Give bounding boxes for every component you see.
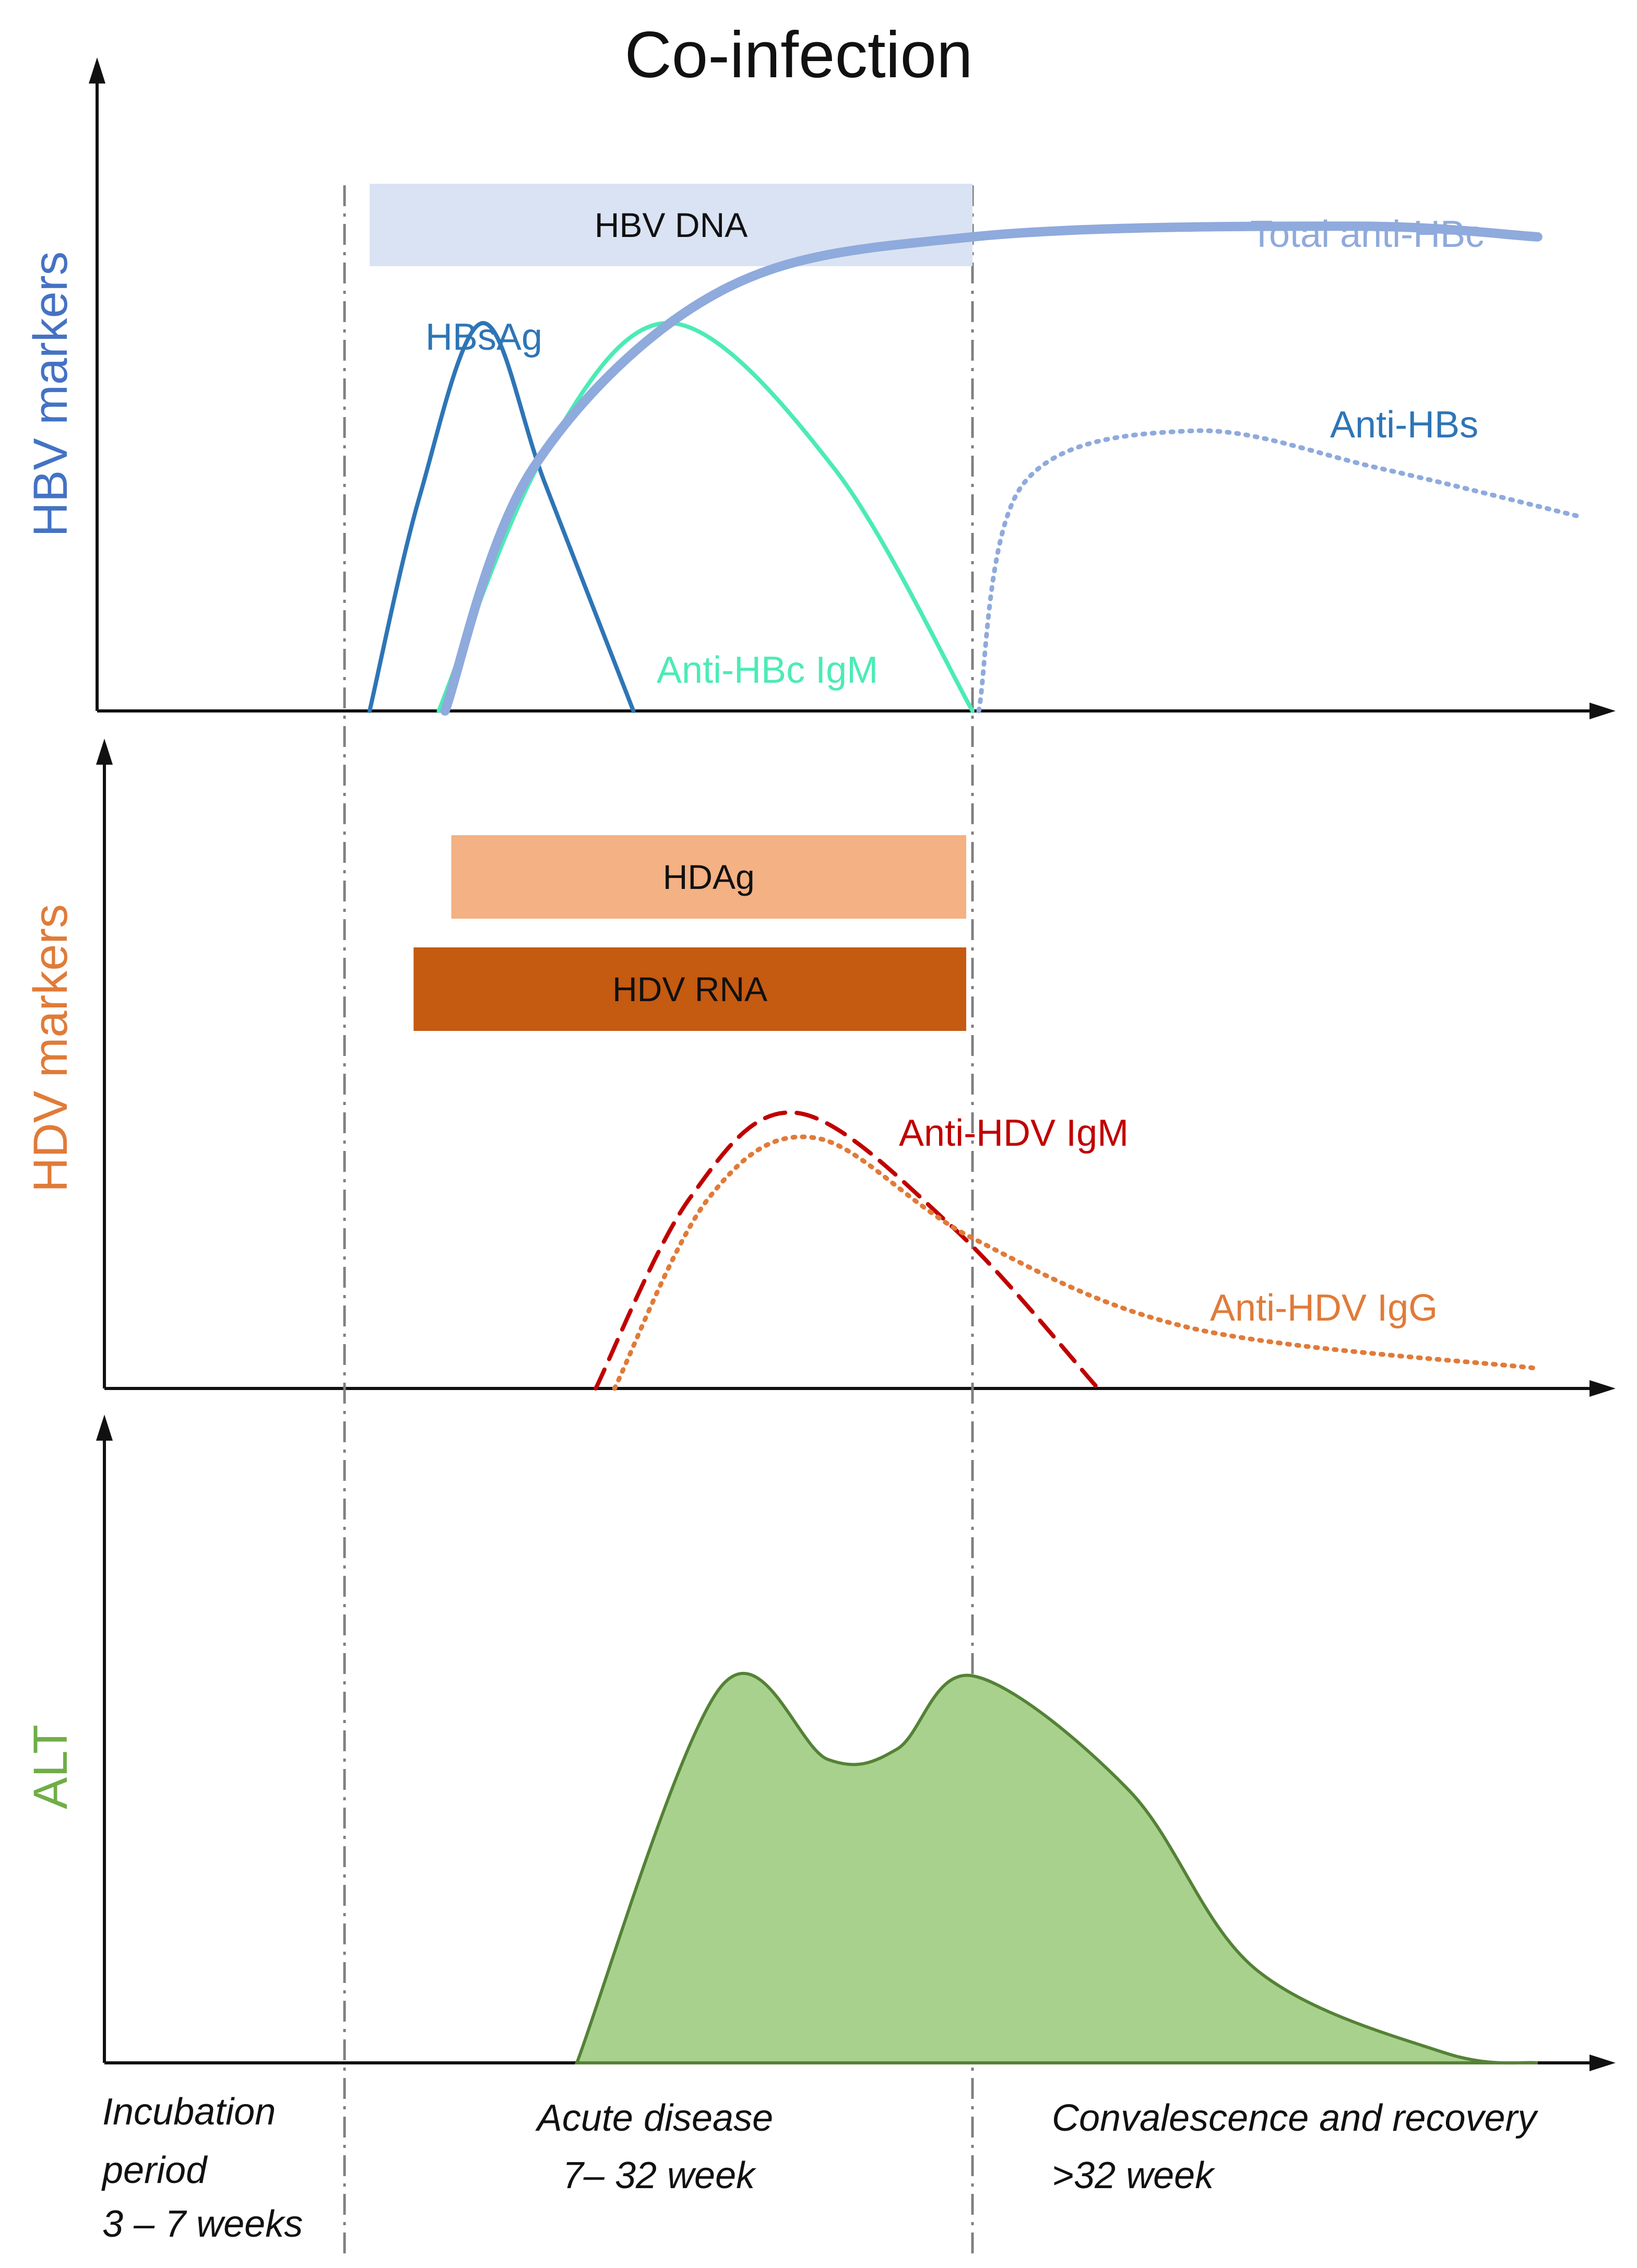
- phase-convalescence-line1: Convalescence and recovery: [1052, 2097, 1539, 2139]
- alt-x-arrow: [1589, 2055, 1616, 2071]
- phase-acute: Acute disease 7– 32 week: [535, 2097, 773, 2196]
- hbv-ylabel: HBV markers: [24, 252, 77, 537]
- phase-acute-line1: Acute disease: [535, 2097, 773, 2139]
- chart-title: Co-infection: [625, 19, 973, 91]
- bar-hbv-dna-label: HBV DNA: [595, 206, 748, 244]
- hdv-y-arrow: [96, 739, 113, 765]
- total-anti-hbc-line: [440, 221, 1543, 716]
- label-anti-hbs: Anti-HBs: [1330, 404, 1478, 446]
- hbv-y-arrow: [89, 57, 105, 84]
- anti-hdv-igm-line: [594, 1110, 1100, 1391]
- hdv-x-arrow: [1589, 1380, 1616, 1397]
- phase-acute-line2: 7– 32 week: [563, 2155, 757, 2196]
- phase-incubation-line1: Incubation: [102, 2091, 276, 2133]
- bar-hdag: [451, 835, 966, 919]
- hdv-ylabel: HDV markers: [24, 904, 77, 1192]
- bar-hdag-label: HDAg: [663, 858, 755, 896]
- phase-convalescence: Convalescence and recovery >32 week: [1052, 2097, 1539, 2196]
- label-anti-hdv-igm: Anti-HDV IgM: [899, 1112, 1129, 1154]
- phase-incubation: Incubation period 3 – 7 weeks: [101, 2091, 303, 2245]
- alt-area: [574, 1671, 1538, 2065]
- hbv-x-arrow: [1589, 703, 1616, 719]
- phase-incubation-line2: period: [101, 2150, 208, 2191]
- phase-convalescence-line2: >32 week: [1052, 2155, 1216, 2196]
- bar-hdv-rna: [413, 947, 966, 1031]
- bar-hdv-rna-label: HDV RNA: [612, 970, 767, 1008]
- anti-hdv-igg-line: [612, 1134, 1540, 1391]
- label-hbsag: HBsAg: [425, 316, 542, 358]
- label-total-anti-hbc: Total anti-HBc: [1250, 213, 1484, 255]
- phase-incubation-line3: 3 – 7 weeks: [102, 2203, 303, 2245]
- hbv-panel-axes: [96, 76, 1597, 713]
- hbsag-line: [367, 321, 636, 713]
- label-anti-hbc-igm: Anti-HBc IgM: [657, 649, 878, 691]
- alt-ylabel: ALT: [24, 1725, 77, 1809]
- label-anti-hdv-igg: Anti-HDV IgG: [1210, 1287, 1438, 1329]
- anti-hbs-line: [976, 428, 1584, 714]
- hdv-panel-axes: [103, 757, 1597, 1390]
- alt-y-arrow: [96, 1415, 113, 1441]
